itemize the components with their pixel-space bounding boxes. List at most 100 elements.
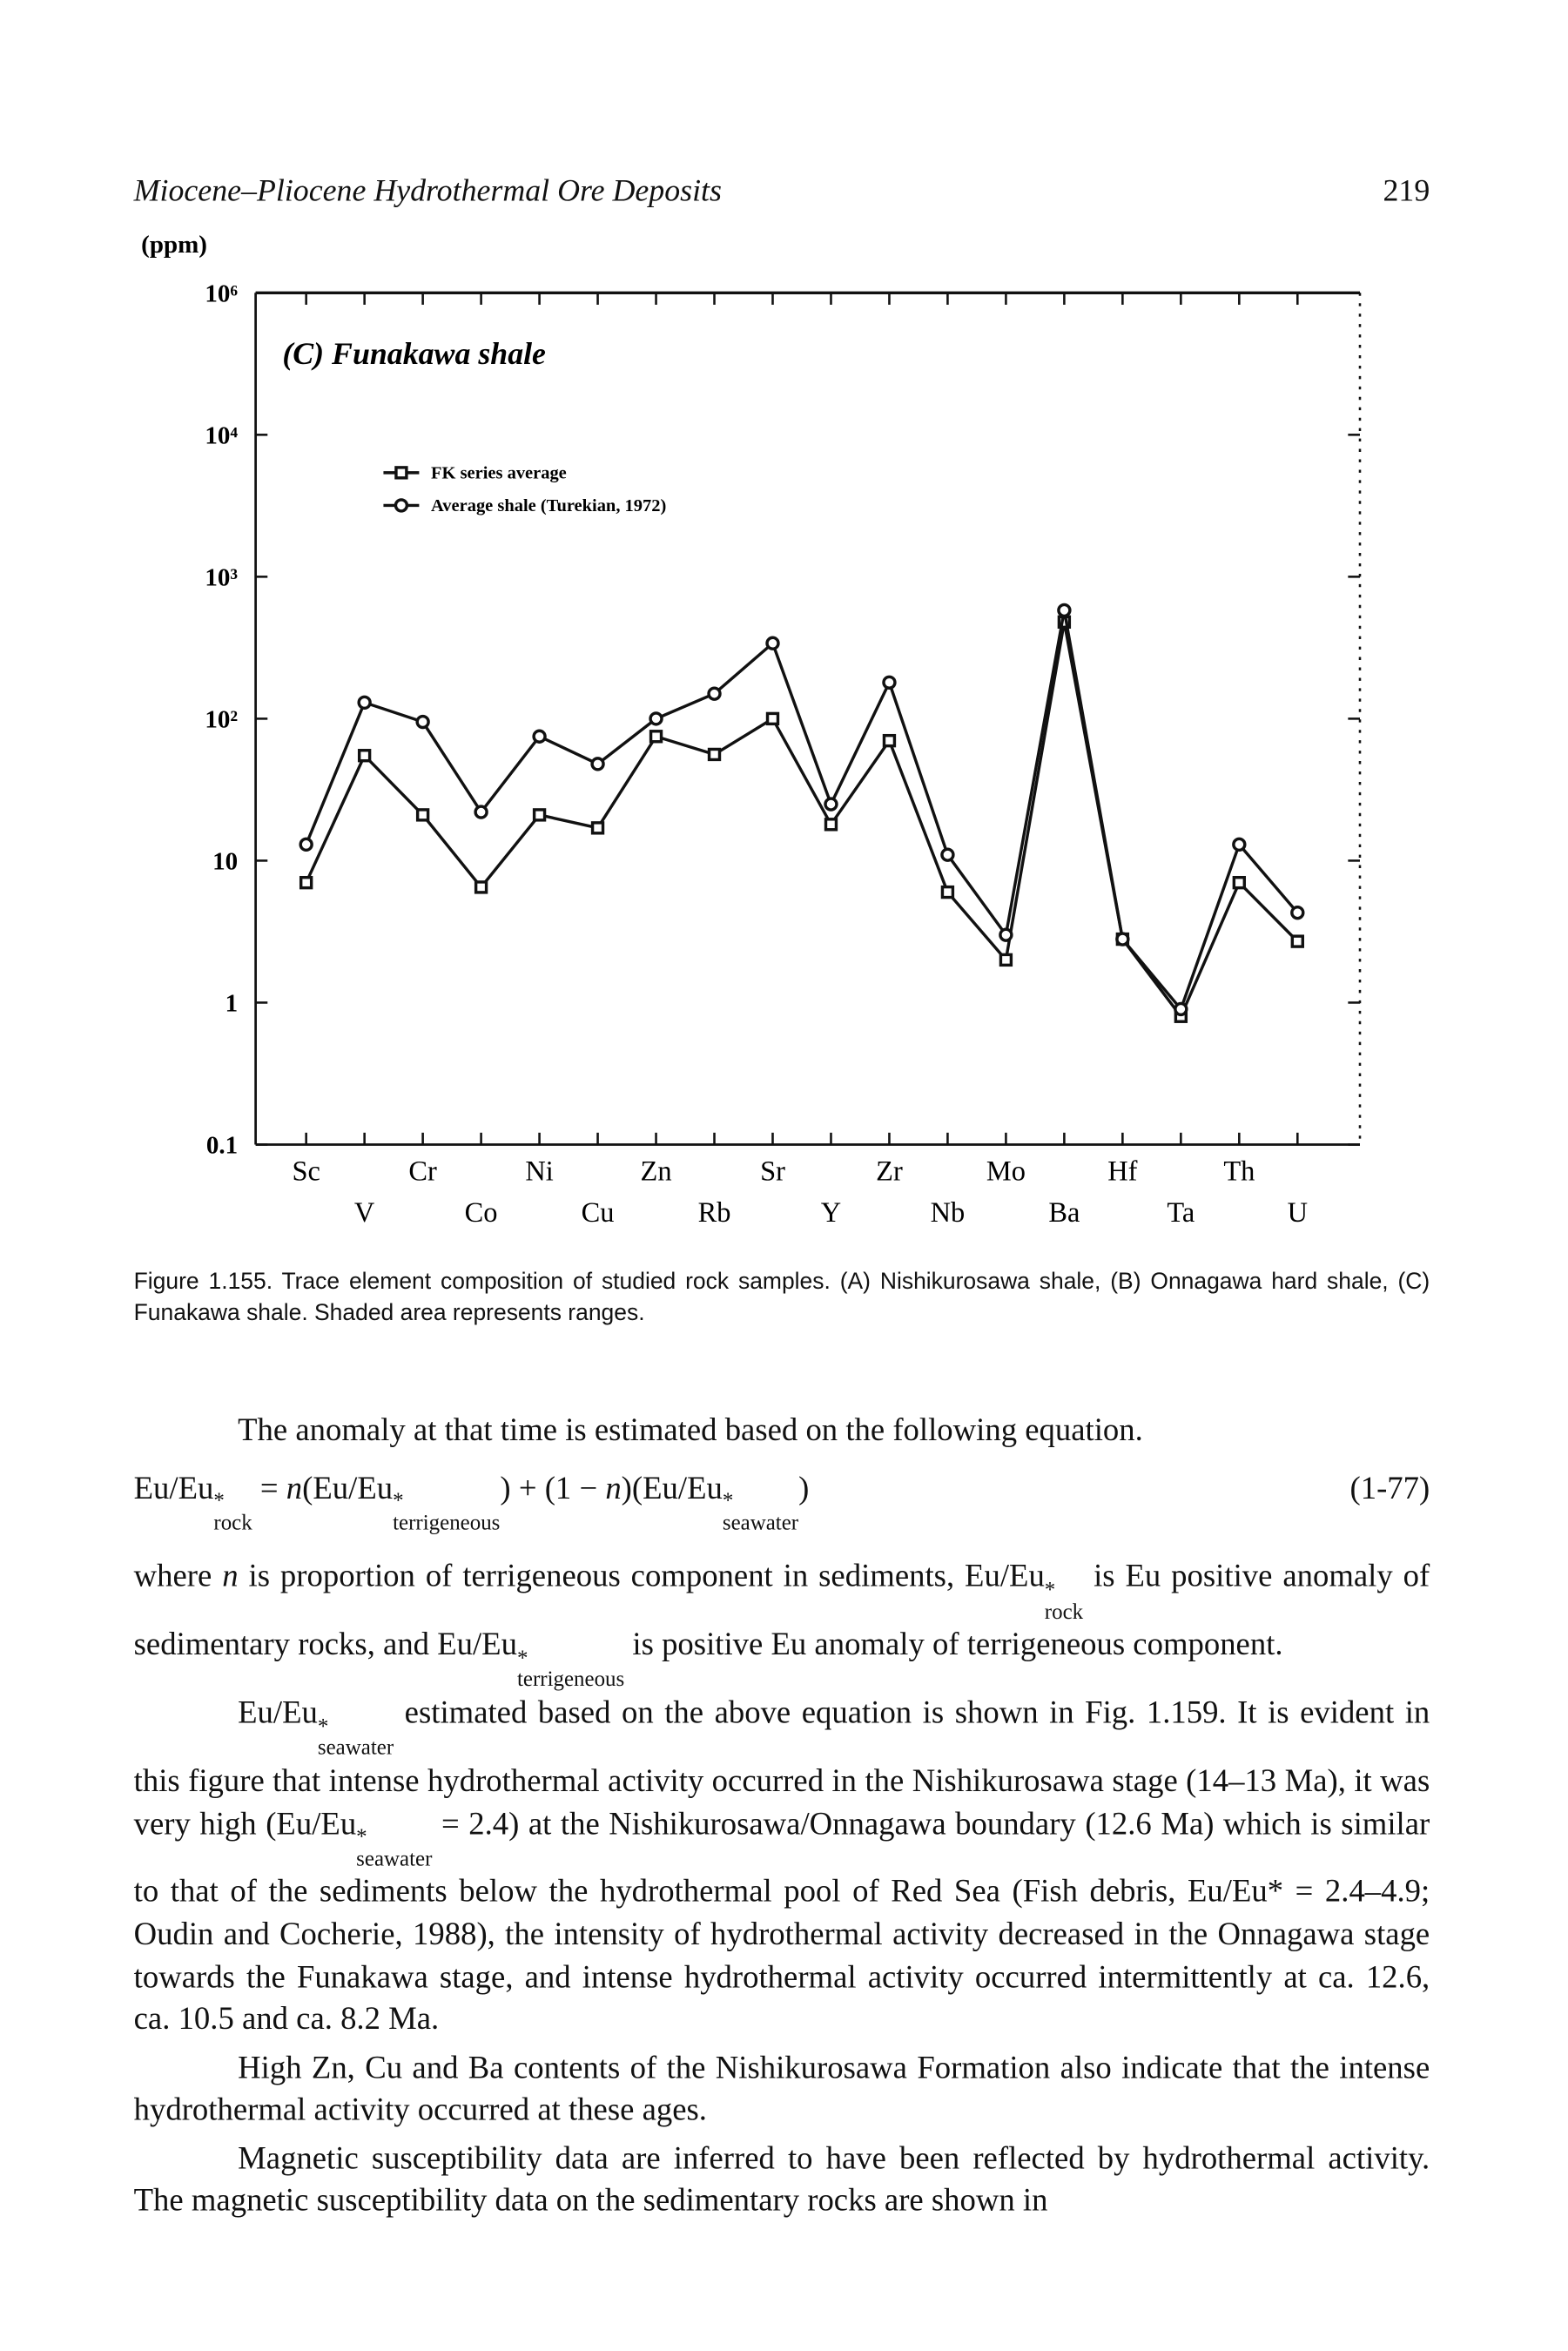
legend-label: FK series average bbox=[431, 464, 567, 483]
sup: * bbox=[722, 1489, 734, 1514]
x-tick-label: Sr bbox=[760, 1155, 785, 1187]
paragraph: where n is proportion of terrigeneous co… bbox=[134, 1555, 1430, 1691]
running-title: Miocene–Pliocene Hydrothermal Ore Deposi… bbox=[133, 172, 722, 208]
equation-number: (1-77) bbox=[1349, 1469, 1430, 1506]
sup: * bbox=[317, 1714, 329, 1739]
eq-text: ) bbox=[798, 1469, 810, 1506]
point bbox=[707, 747, 722, 762]
point bbox=[1115, 932, 1130, 946]
y-tick-label: 10⁴ bbox=[205, 422, 238, 450]
text: Eu/Eu bbox=[238, 1694, 318, 1731]
point bbox=[707, 686, 722, 701]
paragraph: Eu/Eu * seawater estimated based on the ab… bbox=[134, 1692, 1430, 2041]
text: = 2.4) at the Nishikurosawa/Onnagawa bou… bbox=[133, 1805, 1430, 2037]
legend: FK series average Average shale (Turekian… bbox=[383, 464, 666, 515]
series-line bbox=[305, 622, 1299, 1020]
point bbox=[299, 875, 313, 890]
x-tick-label: Y bbox=[821, 1197, 841, 1229]
y-tick-label: 10³ bbox=[205, 564, 238, 592]
point bbox=[357, 749, 372, 763]
x-tick-label: Cu bbox=[582, 1197, 615, 1229]
point bbox=[299, 837, 313, 852]
point bbox=[999, 953, 1013, 967]
point bbox=[940, 885, 955, 899]
panel-label: (C) Funakawa shale bbox=[282, 336, 546, 371]
point bbox=[824, 818, 838, 832]
sup: * bbox=[393, 1489, 404, 1514]
point bbox=[590, 821, 605, 835]
chart: (ppm) (C) Funakawa shale 0.1 1 10 10² 10³ 10⁴… bbox=[141, 231, 1362, 1229]
series-line bbox=[305, 610, 1299, 1013]
text: is positive Eu anomaly of terrigeneous c… bbox=[624, 1627, 1283, 1662]
eq-text: Eu/Eu bbox=[133, 1469, 214, 1506]
y-tick-label: 1 bbox=[225, 990, 239, 1018]
text: estimated based on the above equation is… bbox=[133, 1694, 1430, 1842]
sup: * bbox=[213, 1489, 225, 1514]
legend-label: Average shale (Turekian, 1972) bbox=[431, 496, 666, 515]
var: n bbox=[222, 1558, 239, 1594]
eq-text: = bbox=[252, 1469, 286, 1506]
point bbox=[1057, 603, 1072, 618]
series bbox=[299, 603, 1305, 1017]
paragraph: High Zn, Cu and Ba contents of the Nishi… bbox=[133, 2049, 1430, 2128]
sub: rock bbox=[1044, 1600, 1084, 1625]
x-tick-label: Ni bbox=[525, 1155, 553, 1187]
point bbox=[415, 808, 430, 822]
series bbox=[299, 615, 1304, 1023]
point bbox=[532, 729, 547, 744]
x-tick-label: Nb bbox=[931, 1197, 966, 1229]
point bbox=[765, 711, 780, 726]
x-tick-label: Th bbox=[1223, 1155, 1255, 1187]
point bbox=[415, 714, 430, 730]
y-tick-label: 10⁶ bbox=[205, 280, 238, 308]
point bbox=[882, 675, 897, 690]
point bbox=[357, 695, 372, 711]
x-tick-label: Hf bbox=[1107, 1155, 1137, 1187]
x-tick-label: Zr bbox=[876, 1155, 903, 1187]
text: is proportion of terrigeneous component … bbox=[238, 1558, 1045, 1594]
x-tick-label: Zn bbox=[641, 1155, 672, 1187]
sup: * bbox=[356, 1825, 367, 1849]
sup: * bbox=[516, 1647, 528, 1671]
sub: seawater bbox=[317, 1736, 394, 1761]
x-tick-label: Mo bbox=[986, 1155, 1026, 1187]
point bbox=[474, 880, 488, 894]
point bbox=[1232, 837, 1247, 852]
x-tick-label: Cr bbox=[408, 1155, 437, 1187]
sub: seawater bbox=[722, 1511, 799, 1536]
point bbox=[590, 757, 605, 771]
point bbox=[532, 808, 547, 822]
point bbox=[824, 797, 838, 812]
eq-text: (Eu/Eu bbox=[302, 1469, 394, 1506]
x-tick-label: U bbox=[1288, 1197, 1308, 1229]
text: is Eu positive anomaly of sedimentary ro… bbox=[133, 1558, 1430, 1662]
eq-var: n bbox=[286, 1469, 303, 1506]
point bbox=[1290, 905, 1305, 920]
sub: rock bbox=[213, 1511, 252, 1536]
point bbox=[649, 711, 663, 726]
point bbox=[1232, 875, 1247, 890]
paragraph: Magnetic susceptibility data are inferre… bbox=[133, 2140, 1430, 2219]
point bbox=[1290, 934, 1304, 948]
point bbox=[940, 847, 955, 862]
sub: terrigeneous bbox=[516, 1668, 625, 1693]
point bbox=[649, 730, 663, 744]
y-unit: (ppm) bbox=[141, 231, 207, 259]
point bbox=[765, 636, 780, 650]
legend-marker bbox=[394, 498, 409, 513]
figure-caption: Figure 1.155. Trace element composition … bbox=[133, 1269, 1430, 1326]
equation: Eu/Eu * rock = n(Eu/Eu * terrigeneous) + (1 … bbox=[134, 1466, 1430, 1534]
eq-text: ) + (1 − bbox=[500, 1469, 606, 1506]
legend-marker bbox=[394, 466, 408, 480]
x-tick-label: Ba bbox=[1048, 1197, 1080, 1229]
point bbox=[1174, 1001, 1188, 1017]
x-tick-label: Co bbox=[465, 1197, 498, 1229]
page-number: 219 bbox=[1383, 172, 1430, 208]
sub: terrigeneous bbox=[393, 1511, 501, 1536]
sup: * bbox=[1044, 1578, 1056, 1603]
body-text: The anomaly at that time is estimated ba… bbox=[134, 1409, 1430, 2222]
eq-var: n bbox=[605, 1469, 622, 1506]
eq-text: )(Eu/Eu bbox=[621, 1469, 723, 1506]
y-tick-label: 10 bbox=[212, 848, 238, 876]
